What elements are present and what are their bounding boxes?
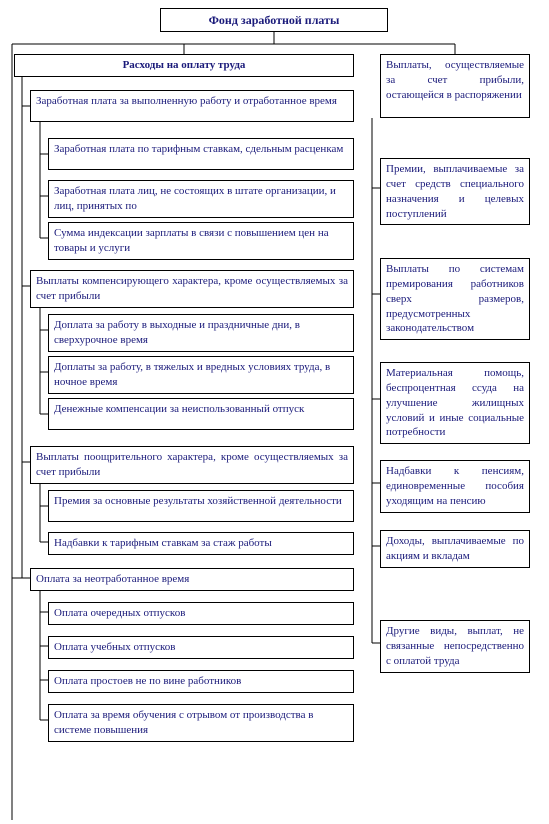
- node-l4: Оплата за неотработанное время: [30, 568, 354, 591]
- node-l4d: Оплата за время обучения с отрывом от пр…: [48, 704, 354, 742]
- node-right1: Выплаты, осуществляемые за счет прибыли,…: [380, 54, 530, 118]
- node-right2: Премии, выплачиваемые за счет средств сп…: [380, 158, 530, 225]
- node-right6: Доходы, выплачиваемые по акциям и вклада…: [380, 530, 530, 568]
- node-l3a: Премия за основные результаты хозяйствен…: [48, 490, 354, 522]
- node-l1b: Заработная плата лиц, не состоящих в шта…: [48, 180, 354, 218]
- node-l2a: Доплата за работу в выходные и праздничн…: [48, 314, 354, 352]
- node-l4a: Оплата очередных отпусков: [48, 602, 354, 625]
- node-right4: Материальная помощь, беспроцентная ссуда…: [380, 362, 530, 444]
- node-l2b: Доплаты за работу, в тяжелых и вредных у…: [48, 356, 354, 394]
- node-right3: Выплаты по системам премирования работни…: [380, 258, 530, 340]
- node-l4c: Оплата простоев не по вине работников: [48, 670, 354, 693]
- node-l2: Выплаты компенсирующего характера, кроме…: [30, 270, 354, 308]
- node-l1c: Сумма индексации зарплаты в связи с повы…: [48, 222, 354, 260]
- node-right7: Другие виды, выплат, не связанные непоср…: [380, 620, 530, 673]
- node-left-head: Расходы на оплату труда: [14, 54, 354, 77]
- node-l1: Заработная плата за выполненную работу и…: [30, 90, 354, 122]
- node-l3: Выплаты поощрительного характера, кроме …: [30, 446, 354, 484]
- node-l3b: Надбавки к тарифным ставкам за стаж рабо…: [48, 532, 354, 555]
- node-l1a: Заработная плата по тарифным ставкам, сд…: [48, 138, 354, 170]
- node-root: Фонд заработной платы: [160, 8, 388, 32]
- node-l2c: Денежные компенсации за неиспользованный…: [48, 398, 354, 430]
- node-right5: Надбавки к пенсиям, единовременные пособ…: [380, 460, 530, 513]
- node-l4b: Оплата учебных отпусков: [48, 636, 354, 659]
